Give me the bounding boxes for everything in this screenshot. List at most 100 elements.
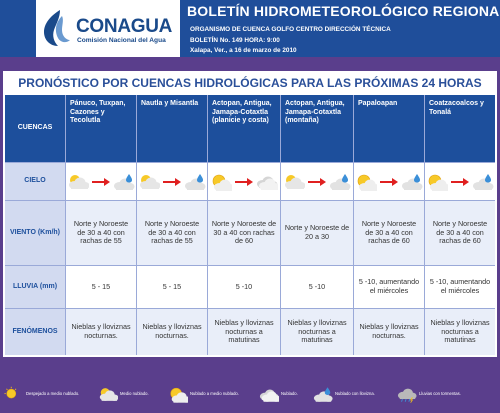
wind-forecast: Norte y Noroeste de 30 a 40 con rachas d… — [144, 218, 200, 246]
legend-item: Medio nublado. — [98, 386, 149, 403]
arrow-right-icon — [451, 177, 469, 186]
basin-name-cell: Actopan, Antigua, Jamapa-Cotaxtla (monta… — [281, 95, 353, 162]
sky-legend: Despejado a medio nublado. Medio nublado.… — [0, 386, 500, 413]
rain-forecast: 5 -10 — [308, 281, 326, 291]
cloudy-drizzle-icon — [330, 173, 351, 190]
bulletin-number: BOLETÍN No. 149 HORA: 9:00 — [190, 37, 280, 44]
legend-label: Nublado. — [281, 391, 298, 397]
sky-forecast-cell — [208, 163, 280, 200]
legend-label: Nublado con llovizna. — [335, 391, 375, 397]
arrow-right-icon — [163, 177, 181, 186]
phenomena-forecast: Nieblas y lloviznas nocturnas a matutina… — [287, 317, 347, 345]
mostly-sunny-icon — [428, 174, 448, 191]
partly-cloudy-icon — [69, 174, 89, 189]
legend-item: Nublado. — [259, 386, 298, 403]
wind-forecast: Norte y Noroeste de 30 a 40 con rachas d… — [361, 218, 417, 246]
partly-cloudy-icon — [99, 388, 118, 401]
basin-name: Actopan, Antigua, Jamapa-Cotaxtla (plani… — [212, 100, 272, 125]
wind-forecast-cell: Norte y Noroeste de 30 a 40 con rachas d… — [425, 201, 495, 265]
basin-name-cell: Papaloapan — [354, 95, 424, 162]
forecast-table: CUENCAS CIELO VIENTO (Km/h) LLUVIA (mm) … — [5, 95, 495, 355]
rain-forecast-cell: 5 - 15 — [66, 266, 136, 308]
wind-forecast-cell: Norte y Noroeste de 30 a 40 con rachas d… — [137, 201, 207, 265]
rain-forecast-cell: 5 - 15 — [137, 266, 207, 308]
legend-label: Nublado a medio nublado. — [190, 391, 239, 397]
wind-forecast: Norte y Noroeste de 30 a 40 con rachas d… — [432, 218, 488, 246]
partly-cloudy-icon — [140, 174, 160, 189]
rain-forecast: 5 -10 — [235, 281, 253, 291]
legend-item: Nublado con llovizna. — [313, 386, 375, 403]
wind-forecast-cell: Norte y Noroeste de 20 a 30 — [281, 201, 353, 265]
basin-name: Nautla y Misantla — [141, 100, 199, 107]
basin-name: Pánuco, Tuxpan, Cazones y Tecolutla — [70, 100, 126, 125]
rain-forecast: 5 - 15 — [162, 281, 182, 291]
cloudy-drizzle-icon — [473, 173, 494, 190]
wind-forecast-cell: Norte y Noroeste de 30 a 40 con rachas d… — [354, 201, 424, 265]
basin-name: Coatzacoalcos y Tonalá — [429, 100, 484, 116]
row-label-cuencas: CUENCAS — [5, 95, 65, 162]
basin-name-cell: Actopan, Antigua, Jamapa-Cotaxtla (plani… — [208, 95, 280, 162]
phenomena-forecast-cell: Nieblas y lloviznas nocturnas a matutina… — [425, 309, 495, 355]
forecast-subtitle: PRONÓSTICO POR CUENCAS HIDROLÓGICAS PARA… — [18, 76, 482, 90]
cloudy-icon — [259, 389, 279, 402]
legend-label: Despejado a medio nublado. — [26, 391, 80, 397]
rain-forecast-cell: 5 -10, aumentando el miércoles — [354, 266, 424, 308]
mostly-sunny-icon — [212, 174, 232, 191]
rain-forecast-cell: 5 -10, aumentando el miércoles — [425, 266, 495, 308]
phenomena-forecast: Nieblas y lloviznas nocturnas. — [359, 322, 419, 340]
phenomena-forecast-cell: Nieblas y lloviznas nocturnas. — [66, 309, 136, 355]
legend-item: Nublado a medio nublado. — [168, 386, 239, 403]
sunny-icon — [4, 386, 17, 399]
sky-forecast-cell — [281, 163, 353, 200]
rain-storm-icon — [397, 388, 417, 403]
basin-name: Actopan, Antigua, Jamapa-Cotaxtla (monta… — [285, 100, 345, 125]
phenomena-forecast: Nieblas y lloviznas nocturnas. — [142, 322, 202, 340]
sky-forecast-cell — [66, 163, 136, 200]
phenomena-forecast: Nieblas y lloviznas nocturnas. — [71, 322, 131, 340]
cloudy-icon — [257, 176, 278, 190]
wind-forecast: Norte y Noroeste de 20 a 30 — [284, 223, 350, 241]
arrow-right-icon — [308, 177, 326, 186]
sky-forecast-cell — [425, 163, 495, 200]
phenomena-forecast-cell: Nieblas y lloviznas nocturnas a matutina… — [208, 309, 280, 355]
basin-name-cell: Coatzacoalcos y Tonalá — [425, 95, 495, 162]
row-label-viento: VIENTO (Km/h) — [5, 201, 65, 265]
phenomena-forecast: Nieblas y lloviznas nocturnas a matutina… — [214, 317, 274, 345]
row-label-fenomenos: FENÓMENOS — [5, 309, 65, 355]
wind-forecast-cell: Norte y Noroeste de 30 a 40 con rachas d… — [208, 201, 280, 265]
wind-forecast: Norte y Noroeste de 30 a 40 con rachas d… — [73, 218, 129, 246]
row-label-lluvia: LLUVIA (mm) — [5, 266, 65, 308]
org-line: ORGANISMO DE CUENCA GOLFO CENTRO DIRECCI… — [190, 26, 391, 33]
legend-label: Medio nublado. — [120, 391, 149, 397]
bulletin-date: Xalapa, Ver., a 16 de marzo de 2010 — [190, 47, 297, 54]
legend-item: Despejado a medio nublado. — [4, 386, 79, 403]
cloudy-drizzle-icon — [185, 173, 206, 190]
rain-forecast-cell: 5 -10 — [281, 266, 353, 308]
rain-forecast: 5 -10, aumentando el miércoles — [358, 277, 420, 295]
partly-cloudy-icon — [285, 174, 305, 189]
wind-forecast-cell: Norte y Noroeste de 30 a 40 con rachas d… — [66, 201, 136, 265]
phenomena-forecast-cell: Nieblas y lloviznas nocturnas. — [137, 309, 207, 355]
basin-name-cell: Pánuco, Tuxpan, Cazones y Tecolutla — [66, 95, 136, 162]
forecast-panel: PRONÓSTICO POR CUENCAS HIDROLÓGICAS PARA… — [3, 71, 497, 357]
arrow-right-icon — [235, 177, 253, 186]
conagua-logo: CONAGUA Comisión Nacional del Agua — [36, 0, 180, 57]
mostly-sunny-icon — [170, 387, 188, 403]
sky-forecast-cell — [354, 163, 424, 200]
forecast-subtitle-bar: PRONÓSTICO POR CUENCAS HIDROLÓGICAS PARA… — [3, 71, 497, 95]
legend-label: Lluvias con tormentas. — [419, 391, 461, 397]
row-label-cielo: CIELO — [5, 163, 65, 200]
basin-name: Papaloapan — [358, 100, 398, 107]
logo-name: CONAGUA — [76, 16, 173, 37]
sky-forecast-cell — [137, 163, 207, 200]
basin-name-cell: Nautla y Misantla — [137, 95, 207, 162]
wind-forecast: Norte y Noroeste de 30 a 40 con rachas d… — [211, 218, 277, 246]
rain-forecast: 5 - 15 — [91, 281, 111, 291]
mostly-sunny-icon — [357, 174, 377, 191]
header-bar: CONAGUA Comisión Nacional del Agua BOLET… — [0, 0, 500, 57]
water-drop-logo-icon — [44, 10, 70, 46]
phenomena-forecast-cell: Nieblas y lloviznas nocturnas a matutina… — [281, 309, 353, 355]
phenomena-forecast: Nieblas y lloviznas nocturnas a matutina… — [430, 317, 490, 345]
rain-forecast: 5 -10, aumentando el miércoles — [429, 277, 491, 295]
bulletin-title: BOLETÍN HIDROMETEOROLÓGICO REGIONAL — [187, 3, 500, 19]
